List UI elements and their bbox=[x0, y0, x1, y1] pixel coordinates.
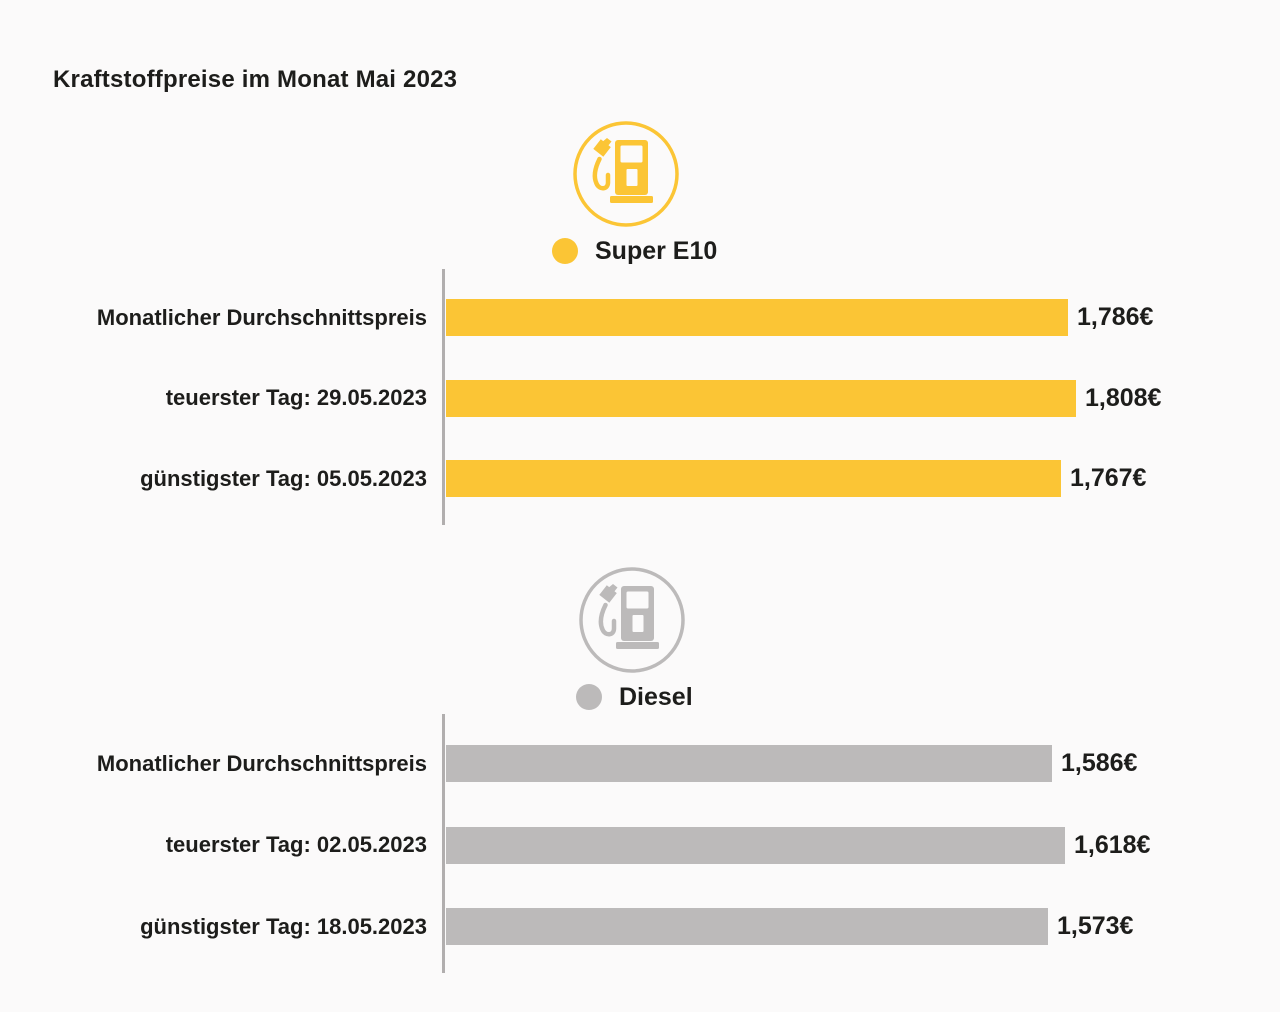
bar bbox=[446, 379, 1076, 417]
bar-value-label: 1,618€ bbox=[1074, 830, 1151, 859]
chart-row: teuerster Tag: 02.05.2023 1,618€ bbox=[0, 826, 1151, 864]
bar-value-label: 1,586€ bbox=[1061, 749, 1138, 777]
row-label: günstigster Tag: 05.05.2023 bbox=[140, 465, 427, 491]
legend-dot bbox=[552, 238, 578, 264]
chart-row: teuerster Tag: 29.05.2023 1,808€ bbox=[0, 379, 1162, 417]
bar bbox=[446, 745, 1052, 782]
chart-row: günstigster Tag: 05.05.2023 1,767€ bbox=[0, 460, 1146, 497]
bar bbox=[446, 299, 1068, 336]
bar bbox=[446, 908, 1048, 945]
row-label: teuerster Tag: 02.05.2023 bbox=[165, 832, 427, 857]
legend-diesel: Diesel bbox=[576, 682, 693, 712]
chart-row: günstigster Tag: 18.05.2023 1,573€ bbox=[0, 908, 1133, 945]
axis-line bbox=[442, 714, 445, 973]
row-label: günstigster Tag: 18.05.2023 bbox=[140, 913, 427, 939]
fuel-pump-icon bbox=[571, 119, 681, 229]
legend-label: Super E10 bbox=[595, 236, 718, 265]
bar-value-label: 1,767€ bbox=[1070, 464, 1147, 492]
fuel-pump-icon bbox=[577, 565, 687, 675]
bar-value-label: 1,786€ bbox=[1077, 303, 1154, 331]
bar-value-label: 1,573€ bbox=[1057, 912, 1134, 940]
bar bbox=[446, 460, 1061, 497]
row-label: Monatlicher Durchschnittspreis bbox=[96, 750, 427, 776]
row-label: Monatlicher Durchschnittspreis bbox=[96, 304, 427, 330]
row-label: teuerster Tag: 29.05.2023 bbox=[165, 385, 427, 410]
chart-row: Monatlicher Durchschnittspreis 1,786€ bbox=[0, 299, 1153, 336]
chart-row: Monatlicher Durchschnittspreis 1,586€ bbox=[0, 745, 1137, 782]
page-title: Kraftstoffpreise im Monat Mai 2023 bbox=[53, 66, 458, 94]
bar-value-label: 1,808€ bbox=[1085, 383, 1162, 412]
legend-label: Diesel bbox=[619, 682, 693, 711]
bar bbox=[446, 826, 1065, 864]
axis-line bbox=[442, 269, 445, 525]
legend-super-e10: Super E10 bbox=[552, 236, 717, 266]
legend-dot bbox=[576, 684, 602, 710]
